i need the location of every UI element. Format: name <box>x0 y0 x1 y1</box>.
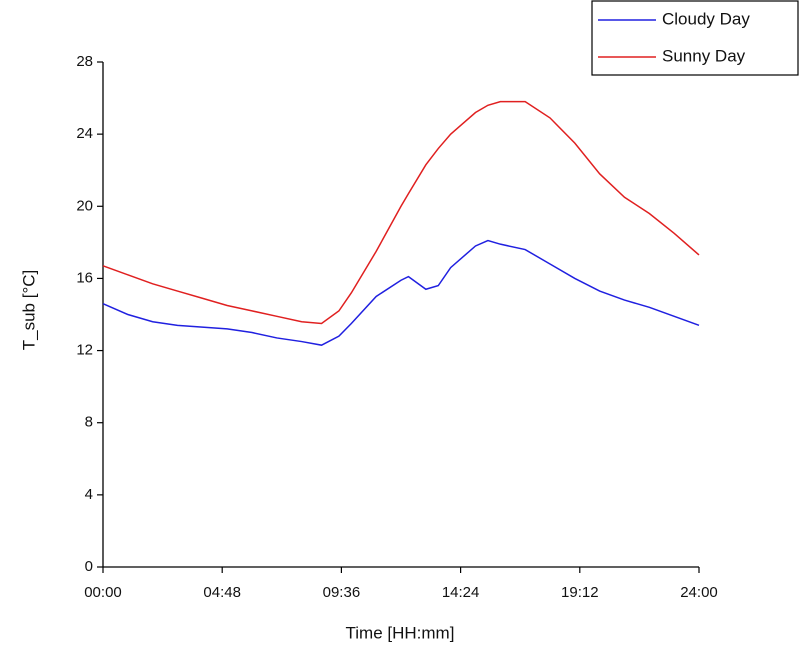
x-tick-label: 14:24 <box>442 584 480 601</box>
y-tick-label: 12 <box>76 342 93 359</box>
y-axis-label: T_sub [°C] <box>19 270 38 351</box>
x-tick-label: 09:36 <box>323 584 361 601</box>
legend-box <box>591 0 799 76</box>
y-tick-label: 16 <box>76 269 93 286</box>
y-tick-label: 24 <box>76 125 93 142</box>
x-axis-label: Time [HH:mm] <box>346 623 455 642</box>
y-tick-label: 28 <box>76 53 93 70</box>
y-tick-label: 8 <box>85 414 93 431</box>
x-tick-label: 24:00 <box>680 584 718 601</box>
y-tick-label: 20 <box>76 197 93 214</box>
x-tick-label: 00:00 <box>84 584 122 601</box>
data-line <box>102 239 700 346</box>
data-line <box>102 100 700 325</box>
legend-label: Sunny Day <box>662 46 746 65</box>
x-tick-label: 19:12 <box>561 584 599 601</box>
y-tick-label: 0 <box>85 558 93 575</box>
y-tick-label: 4 <box>85 486 93 503</box>
x-tick-label: 04:48 <box>203 584 241 601</box>
legend-label: Cloudy Day <box>662 9 750 28</box>
